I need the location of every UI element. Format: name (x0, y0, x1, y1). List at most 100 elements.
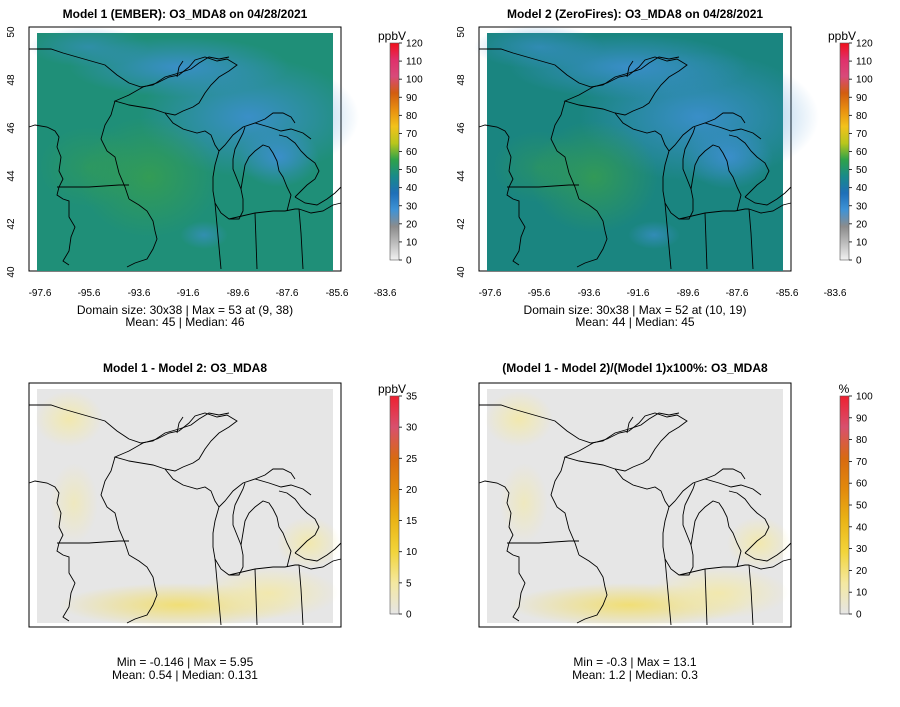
colorbar-tick-label: 0 (856, 610, 862, 621)
colorbar-tick-label: 20 (856, 566, 868, 577)
colorbar-tick-label: 60 (406, 147, 418, 158)
colorbar-unit: ppbV (378, 29, 406, 43)
stats-line-1: Domain size: 30x38 | Max = 52 at (10, 19… (524, 303, 747, 317)
colorbar-tick-label: 10 (856, 237, 868, 248)
stats-line-1: Domain size: 30x38 | Max = 53 at (9, 38) (77, 303, 293, 317)
x-tick: -87.6 (726, 288, 749, 299)
y-tick: 46 (6, 122, 17, 134)
colorbar-tick-label: 5 (406, 578, 412, 589)
colorbar-tick-label: 0 (406, 256, 412, 267)
colorbar-scale (839, 395, 850, 615)
colorbar-tick-label: 80 (406, 111, 418, 122)
colorbar-difference: ppbV 0 5 10 15 20 25 30 35 (378, 382, 418, 621)
colorbar-tick-label: 35 (406, 392, 418, 403)
x-tick: -89.6 (227, 288, 250, 299)
colorbar-unit: ppbV (828, 29, 856, 43)
stats-line-2: Mean: 0.54 | Median: 0.131 (112, 668, 258, 682)
colorbar-tick-label: 20 (406, 219, 418, 230)
y-tick: 40 (456, 266, 467, 278)
colorbar-tick-label: 80 (856, 435, 868, 446)
y-tick: 44 (456, 170, 467, 182)
colorbar-tick-label: 70 (856, 457, 868, 468)
x-tick: -93.6 (128, 288, 151, 299)
panel-title: Model 1 - Model 2: O3_MDA8 (103, 361, 267, 375)
x-tick: -95.6 (78, 288, 101, 299)
stats-line-1: Min = -0.3 | Max = 13.1 (573, 655, 697, 669)
colorbar-tick-label: 15 (406, 516, 418, 527)
colorbar-tick-label: 0 (856, 256, 862, 267)
x-tick: -83.6 (374, 288, 397, 299)
colorbar-tick-label: 100 (856, 75, 873, 86)
panel-title: Model 2 (ZeroFires): O3_MDA8 on 04/28/20… (507, 7, 763, 21)
colorbar-tick-label: 30 (856, 544, 868, 555)
x-tick: -85.6 (326, 288, 349, 299)
panel-title: (Model 1 - Model 2)/(Model 1)x100%: O3_M… (502, 361, 768, 375)
colorbar-tick-label: 50 (856, 501, 868, 512)
colorbar-percent: % 0 10 20 30 40 50 60 70 80 90 100 (839, 382, 873, 621)
y-tick: 44 (6, 170, 17, 182)
y-tick: 48 (456, 74, 467, 86)
y-axis: 40 42 44 46 48 50 (6, 26, 17, 278)
y-tick: 42 (456, 218, 467, 230)
x-tick: -91.6 (627, 288, 650, 299)
x-axis: -97.6 -95.6 -93.6 -91.6 -89.6 -87.6 -85.… (29, 288, 397, 299)
colorbar-tick-label: 60 (856, 147, 868, 158)
colorbar-tick-label: 40 (406, 183, 418, 194)
colorbar-tick-label: 90 (856, 93, 868, 104)
colorbar-model2: ppbV 0 10 20 30 40 50 60 70 80 90 100 110 120 (828, 29, 873, 267)
colorbar-tick-label: 10 (406, 237, 418, 248)
colorbar-tick-label: 110 (406, 57, 422, 68)
x-tick: -97.6 (29, 288, 52, 299)
y-tick: 50 (6, 26, 17, 38)
green-highs (39, 117, 219, 237)
colorbar-tick-label: 70 (856, 129, 868, 140)
colorbar-tick-label: 50 (406, 165, 418, 176)
panel-difference: Model 1 - Model 2: O3_MDA8 Min = -0.146 … (28, 361, 342, 682)
y-axis: 40 42 44 46 48 50 (456, 26, 467, 278)
x-axis: -97.6 -95.6 -93.6 -91.6 -89.6 -87.6 -85.… (479, 288, 847, 299)
colorbar-tick-label: 20 (856, 219, 868, 230)
colorbar-tick-label: 25 (406, 454, 418, 465)
panel-model1: Model 1 (EMBER): O3_MDA8 on 04/28/2021 4… (6, 7, 397, 329)
x-tick: -97.6 (479, 288, 502, 299)
colorbar-model1: ppbV 0 10 20 30 40 50 60 70 80 90 100 110 120 (378, 29, 423, 267)
x-tick: -91.6 (177, 288, 200, 299)
y-tick: 48 (6, 74, 17, 86)
colorbar-tick-label: 90 (406, 93, 418, 104)
colorbar-tick-label: 100 (856, 392, 873, 403)
x-tick: -87.6 (276, 288, 299, 299)
panel-title: Model 1 (EMBER): O3_MDA8 on 04/28/2021 (63, 7, 308, 21)
colorbar-tick-label: 60 (856, 479, 868, 490)
colorbar-tick-label: 30 (856, 201, 868, 212)
colorbar-tick-label: 10 (856, 588, 868, 599)
x-tick: -83.6 (824, 288, 847, 299)
colorbar-tick-label: 120 (406, 39, 423, 50)
panel-model2: Model 2 (ZeroFires): O3_MDA8 on 04/28/20… (456, 7, 847, 329)
colorbar-tick-label: 110 (856, 57, 872, 68)
stats-line-1: Min = -0.146 | Max = 5.95 (117, 655, 254, 669)
colorbar-tick-label: 40 (856, 183, 868, 194)
stats-line-2: Mean: 45 | Median: 46 (125, 315, 245, 329)
stats-line-2: Mean: 44 | Median: 45 (575, 315, 695, 329)
colorbar-tick-label: 100 (406, 75, 423, 86)
colorbar-tick-label: 30 (406, 201, 418, 212)
y-tick: 40 (6, 266, 17, 278)
colorbar-scale (389, 42, 400, 261)
colorbar-unit: % (839, 382, 850, 396)
colorbar-tick-label: 10 (406, 547, 418, 558)
colorbar-unit: ppbV (378, 382, 406, 396)
colorbar-tick-label: 50 (856, 165, 868, 176)
colorbar-tick-label: 70 (406, 129, 418, 140)
x-tick: -95.6 (528, 288, 551, 299)
colorbar-tick-label: 0 (406, 610, 412, 621)
colorbar-tick-label: 90 (856, 413, 868, 424)
colorbar-tick-label: 120 (856, 39, 873, 50)
positive-percent-areas (485, 391, 791, 627)
colorbar-tick-label: 20 (406, 485, 418, 496)
x-tick: -89.6 (677, 288, 700, 299)
y-tick: 42 (6, 218, 17, 230)
panel-percent-difference: (Model 1 - Model 2)/(Model 1)x100%: O3_M… (478, 361, 792, 682)
stats-line-2: Mean: 1.2 | Median: 0.3 (572, 668, 698, 682)
green-highs (493, 121, 658, 233)
